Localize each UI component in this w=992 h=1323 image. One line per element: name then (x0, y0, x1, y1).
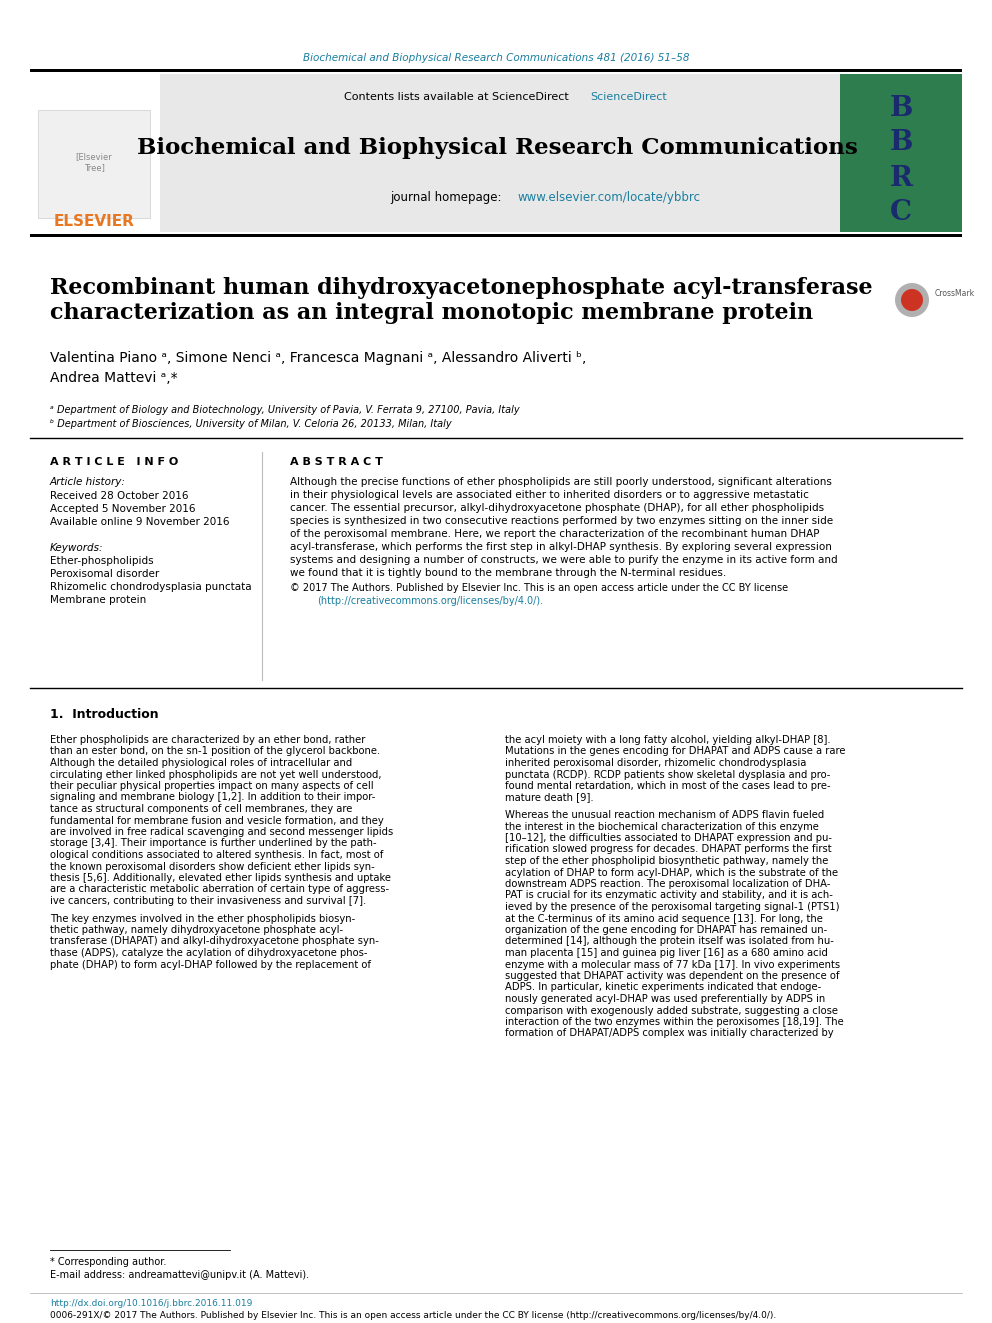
Text: downstream ADPS reaction. The peroxisomal localization of DHA-: downstream ADPS reaction. The peroxisoma… (505, 878, 830, 889)
Text: formation of DHAPAT/ADPS complex was initially characterized by: formation of DHAPAT/ADPS complex was ini… (505, 1028, 833, 1039)
Text: Ether-phospholipids: Ether-phospholipids (50, 556, 154, 566)
Text: A R T I C L E   I N F O: A R T I C L E I N F O (50, 456, 179, 467)
Text: © 2017 The Authors. Published by Elsevier Inc. This is an open access article un: © 2017 The Authors. Published by Elsevie… (290, 583, 788, 593)
Text: R: R (890, 164, 913, 192)
Text: Received 28 October 2016: Received 28 October 2016 (50, 491, 188, 501)
Text: B: B (889, 130, 913, 156)
Text: than an ester bond, on the sn-1 position of the glycerol backbone.: than an ester bond, on the sn-1 position… (50, 746, 380, 757)
Text: the acyl moiety with a long fatty alcohol, yielding alkyl-DHAP [8].: the acyl moiety with a long fatty alcoho… (505, 736, 830, 745)
Text: thetic pathway, namely dihydroxyacetone phosphate acyl-: thetic pathway, namely dihydroxyacetone … (50, 925, 343, 935)
Text: organization of the gene encoding for DHAPAT has remained un-: organization of the gene encoding for DH… (505, 925, 827, 935)
Text: cancer. The essential precursor, alkyl-dihydroxyacetone phosphate (DHAP), for al: cancer. The essential precursor, alkyl-d… (290, 503, 824, 513)
Text: journal homepage:: journal homepage: (390, 192, 505, 205)
Text: the interest in the biochemical characterization of this enzyme: the interest in the biochemical characte… (505, 822, 818, 831)
Text: systems and designing a number of constructs, we were able to purify the enzyme : systems and designing a number of constr… (290, 556, 837, 565)
Text: E-mail address: andreamattevi@unipv.it (A. Mattevi).: E-mail address: andreamattevi@unipv.it (… (50, 1270, 310, 1279)
Bar (38, 110, 150, 218)
Text: Although the detailed physiological roles of intracellular and: Although the detailed physiological role… (50, 758, 352, 767)
Text: characterization as an integral monotopic membrane protein: characterization as an integral monotopi… (50, 302, 813, 324)
Text: ᵇ Department of Biosciences, University of Milan, V. Celoria 26, 20133, Milan, I: ᵇ Department of Biosciences, University … (50, 419, 451, 429)
Text: in their physiological levels are associated either to inherited disorders or to: in their physiological levels are associ… (290, 490, 808, 500)
Text: Mutations in the genes encoding for DHAPAT and ADPS cause a rare: Mutations in the genes encoding for DHAP… (505, 746, 845, 757)
Text: comparison with exogenously added substrate, suggesting a close: comparison with exogenously added substr… (505, 1005, 838, 1016)
Text: signaling and membrane biology [1,2]. In addition to their impor-: signaling and membrane biology [1,2]. In… (50, 792, 375, 803)
Text: circulating ether linked phospholipids are not yet well understood,: circulating ether linked phospholipids a… (50, 770, 382, 779)
Text: ive cancers, contributing to their invasiveness and survival [7].: ive cancers, contributing to their invas… (50, 896, 366, 906)
Text: phate (DHAP) to form acyl-DHAP followed by the replacement of: phate (DHAP) to form acyl-DHAP followed … (50, 959, 371, 970)
Text: Keywords:: Keywords: (50, 542, 103, 553)
Text: punctata (RCDP). RCDP patients show skeletal dysplasia and pro-: punctata (RCDP). RCDP patients show skel… (505, 770, 830, 779)
Text: thase (ADPS), catalyze the acylation of dihydroxyacetone phos-: thase (ADPS), catalyze the acylation of … (50, 949, 367, 958)
Ellipse shape (895, 283, 929, 318)
Text: ᵃ Department of Biology and Biotechnology, University of Pavia, V. Ferrata 9, 27: ᵃ Department of Biology and Biotechnolog… (50, 405, 520, 415)
Text: ScienceDirect: ScienceDirect (590, 93, 667, 102)
Text: the known peroxisomal disorders show deficient ether lipids syn-: the known peroxisomal disorders show def… (50, 861, 375, 872)
Text: A B S T R A C T: A B S T R A C T (290, 456, 383, 467)
Text: Whereas the unusual reaction mechanism of ADPS flavin fueled: Whereas the unusual reaction mechanism o… (505, 810, 824, 820)
Text: nously generated acyl-DHAP was used preferentially by ADPS in: nously generated acyl-DHAP was used pref… (505, 994, 825, 1004)
Text: mature death [9].: mature death [9]. (505, 792, 593, 803)
Text: [10–12], the difficulties associated to DHAPAT expression and pu-: [10–12], the difficulties associated to … (505, 833, 832, 843)
Text: rification slowed progress for decades. DHAPAT performs the first: rification slowed progress for decades. … (505, 844, 831, 855)
Text: Rhizomelic chondrodysplasia punctata: Rhizomelic chondrodysplasia punctata (50, 582, 252, 591)
Text: we found that it is tightly bound to the membrane through the N-terminal residue: we found that it is tightly bound to the… (290, 568, 726, 578)
Bar (30, 234, 962, 237)
Text: suggested that DHAPAT activity was dependent on the presence of: suggested that DHAPAT activity was depen… (505, 971, 839, 980)
Bar (160, 74, 840, 232)
Text: Biochemical and Biophysical Research Communications: Biochemical and Biophysical Research Com… (137, 138, 857, 159)
Text: step of the ether phospholipid biosynthetic pathway, namely the: step of the ether phospholipid biosynthe… (505, 856, 828, 867)
Text: enzyme with a molecular mass of 77 kDa [17]. In vivo experiments: enzyme with a molecular mass of 77 kDa [… (505, 959, 840, 970)
Text: 0006-291X/© 2017 The Authors. Published by Elsevier Inc. This is an open access : 0006-291X/© 2017 The Authors. Published … (50, 1311, 777, 1319)
Text: Recombinant human dihydroxyacetonephosphate acyl-transferase: Recombinant human dihydroxyacetonephosph… (50, 277, 873, 299)
Text: Andrea Mattevi ᵃ,*: Andrea Mattevi ᵃ,* (50, 370, 178, 385)
Text: (http://creativecommons.org/licenses/by/4.0/).: (http://creativecommons.org/licenses/by/… (316, 595, 543, 606)
Text: Contents lists available at ScienceDirect: Contents lists available at ScienceDirec… (344, 93, 576, 102)
Text: http://dx.doi.org/10.1016/j.bbrc.2016.11.019: http://dx.doi.org/10.1016/j.bbrc.2016.11… (50, 1298, 252, 1307)
Text: 1.  Introduction: 1. Introduction (50, 709, 159, 721)
Bar (30, 69, 962, 71)
Text: are involved in free radical scavenging and second messenger lipids: are involved in free radical scavenging … (50, 827, 393, 837)
Text: Biochemical and Biophysical Research Communications 481 (2016) 51–58: Biochemical and Biophysical Research Com… (303, 53, 689, 64)
Text: storage [3,4]. Their importance is further underlined by the path-: storage [3,4]. Their importance is furth… (50, 839, 377, 848)
Ellipse shape (901, 288, 923, 311)
Text: inherited peroxisomal disorder, rhizomelic chondrodysplasia: inherited peroxisomal disorder, rhizomel… (505, 758, 806, 767)
Text: Article history:: Article history: (50, 478, 126, 487)
Text: C: C (890, 200, 912, 226)
Text: [Elsevier
Tree]: [Elsevier Tree] (75, 152, 112, 172)
Text: at the C-terminus of its amino acid sequence [13]. For long, the: at the C-terminus of its amino acid sequ… (505, 913, 823, 923)
Text: thesis [5,6]. Additionally, elevated ether lipids synthesis and uptake: thesis [5,6]. Additionally, elevated eth… (50, 873, 391, 882)
Text: PAT is crucial for its enzymatic activity and stability, and it is ach-: PAT is crucial for its enzymatic activit… (505, 890, 833, 901)
Text: are a characteristic metabolic aberration of certain type of aggress-: are a characteristic metabolic aberratio… (50, 885, 389, 894)
Text: The key enzymes involved in the ether phospholipids biosyn-: The key enzymes involved in the ether ph… (50, 913, 355, 923)
Text: acyl-transferase, which performs the first step in alkyl-DHAP synthesis. By expl: acyl-transferase, which performs the fir… (290, 542, 832, 552)
Text: Membrane protein: Membrane protein (50, 595, 146, 605)
Text: determined [14], although the protein itself was isolated from hu-: determined [14], although the protein it… (505, 937, 834, 946)
Text: ELSEVIER: ELSEVIER (54, 214, 135, 229)
Bar (30, 74, 160, 232)
Text: * Corresponding author.: * Corresponding author. (50, 1257, 167, 1267)
Text: man placenta [15] and guinea pig liver [16] as a 680 amino acid: man placenta [15] and guinea pig liver [… (505, 949, 828, 958)
Text: found mental retardation, which in most of the cases lead to pre-: found mental retardation, which in most … (505, 781, 830, 791)
Text: ADPS. In particular, kinetic experiments indicated that endoge-: ADPS. In particular, kinetic experiments… (505, 983, 821, 992)
Text: CrossMark: CrossMark (935, 288, 975, 298)
Text: ological conditions associated to altered synthesis. In fact, most of: ological conditions associated to altere… (50, 849, 383, 860)
Text: of the peroxisomal membrane. Here, we report the characterization of the recombi: of the peroxisomal membrane. Here, we re… (290, 529, 819, 538)
Text: Accepted 5 November 2016: Accepted 5 November 2016 (50, 504, 195, 515)
Text: Available online 9 November 2016: Available online 9 November 2016 (50, 517, 229, 527)
Text: Although the precise functions of ether phospholipids are still poorly understoo: Although the precise functions of ether … (290, 478, 832, 487)
Text: Peroxisomal disorder: Peroxisomal disorder (50, 569, 160, 579)
Text: B: B (889, 94, 913, 122)
Text: transferase (DHAPAT) and alkyl-dihydroxyacetone phosphate syn-: transferase (DHAPAT) and alkyl-dihydroxy… (50, 937, 379, 946)
Text: tance as structural components of cell membranes, they are: tance as structural components of cell m… (50, 804, 352, 814)
Text: interaction of the two enzymes within the peroxisomes [18,19]. The: interaction of the two enzymes within th… (505, 1017, 844, 1027)
Text: species is synthesized in two consecutive reactions performed by two enzymes sit: species is synthesized in two consecutiv… (290, 516, 833, 527)
Text: Ether phospholipids are characterized by an ether bond, rather: Ether phospholipids are characterized by… (50, 736, 365, 745)
Text: www.elsevier.com/locate/ybbrc: www.elsevier.com/locate/ybbrc (518, 192, 701, 205)
Text: Valentina Piano ᵃ, Simone Nenci ᵃ, Francesca Magnani ᵃ, Alessandro Aliverti ᵇ,: Valentina Piano ᵃ, Simone Nenci ᵃ, Franc… (50, 351, 586, 365)
Text: acylation of DHAP to form acyl-DHAP, which is the substrate of the: acylation of DHAP to form acyl-DHAP, whi… (505, 868, 838, 877)
Bar (840, 74, 962, 232)
Text: fundamental for membrane fusion and vesicle formation, and they: fundamental for membrane fusion and vesi… (50, 815, 384, 826)
Text: ieved by the presence of the peroxisomal targeting signal-1 (PTS1): ieved by the presence of the peroxisomal… (505, 902, 839, 912)
Text: their peculiar physical properties impact on many aspects of cell: their peculiar physical properties impac… (50, 781, 374, 791)
